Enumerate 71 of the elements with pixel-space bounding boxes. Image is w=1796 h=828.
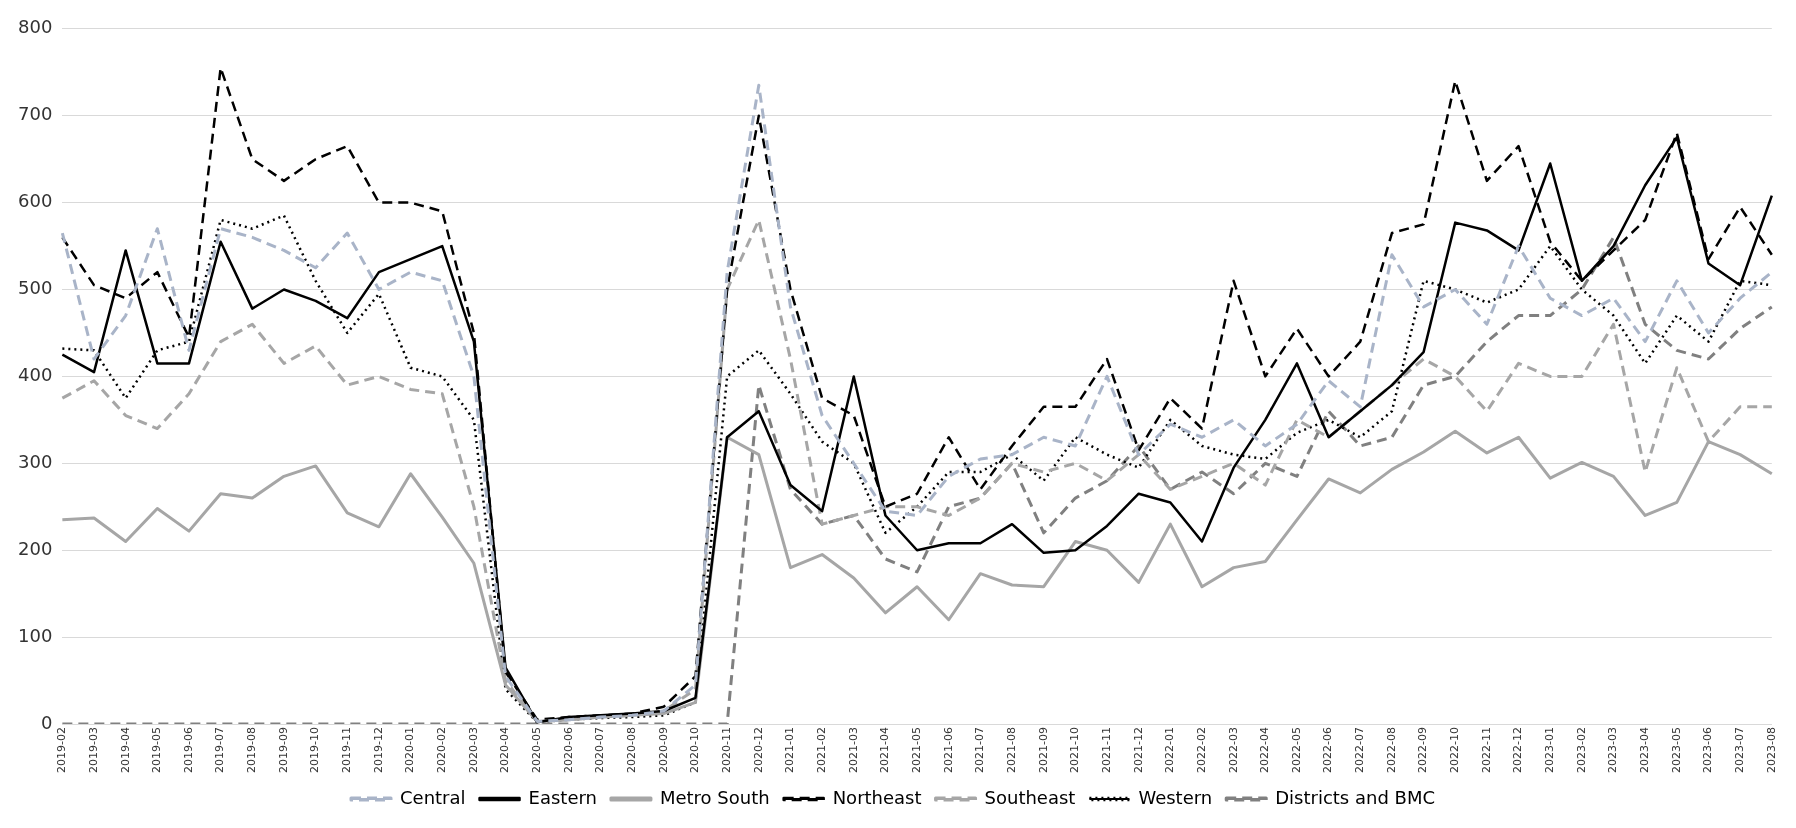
x-tick-label: 2021-02 — [814, 727, 828, 774]
x-tick-label: 2021-12 — [1131, 727, 1145, 774]
legend-label: Western — [1138, 786, 1213, 808]
x-tick-label: 2021-05 — [909, 727, 923, 774]
x-tick-label: 2019-05 — [150, 727, 164, 774]
x-tick-label: 2022-10 — [1448, 727, 1462, 774]
x-tick-label: 2022-08 — [1384, 727, 1398, 774]
x-tick-label: 2020-07 — [593, 727, 607, 774]
x-tick-label: 2023-08 — [1764, 727, 1778, 774]
x-tick-label: 2020-01 — [403, 727, 417, 774]
legend-label: Districts and BMC — [1275, 786, 1436, 808]
legend-label: Eastern — [528, 786, 597, 808]
x-tick-label: 2020-12 — [751, 727, 765, 774]
y-tick-label: 200 — [18, 537, 53, 559]
x-tick-label: 2020-06 — [561, 727, 575, 774]
y-tick-label: 100 — [18, 624, 53, 646]
x-tick-label: 2023-04 — [1638, 727, 1652, 774]
x-tick-label: 2020-03 — [466, 727, 480, 774]
x-tick-label: 2019-11 — [340, 727, 354, 774]
x-tick-label: 2022-03 — [1226, 727, 1240, 774]
x-tick-label: 2019-04 — [118, 727, 132, 774]
x-tick-label: 2020-10 — [688, 727, 702, 774]
x-tick-label: 2020-08 — [625, 727, 639, 774]
x-tick-label: 2021-09 — [1036, 727, 1050, 774]
x-tick-label: 2019-09 — [276, 727, 290, 774]
x-tick-label: 2022-01 — [1163, 727, 1177, 774]
legend-label: Metro South — [659, 786, 770, 808]
x-tick-label: 2022-06 — [1321, 727, 1335, 774]
x-tick-label: 2021-07 — [973, 727, 987, 774]
x-tick-label: 2021-04 — [878, 727, 892, 774]
x-tick-label: 2022-11 — [1479, 727, 1493, 774]
x-tick-label: 2021-11 — [1099, 727, 1113, 774]
x-tick-label: 2020-05 — [530, 727, 544, 774]
x-tick-label: 2020-02 — [435, 727, 449, 774]
y-tick-label: 700 — [18, 103, 53, 125]
x-tick-label: 2021-01 — [783, 727, 797, 774]
y-tick-label: 400 — [18, 364, 53, 386]
x-tick-label: 2023-05 — [1669, 727, 1683, 774]
x-tick-label: 2019-10 — [308, 727, 322, 774]
x-tick-label: 2021-03 — [846, 727, 860, 774]
x-tick-label: 2023-06 — [1701, 727, 1715, 774]
y-tick-label: 600 — [18, 190, 53, 212]
x-tick-label: 2022-07 — [1353, 727, 1367, 774]
x-tick-label: 2023-07 — [1733, 727, 1746, 774]
legend-label: Northeast — [832, 786, 922, 808]
x-tick-label: 2019-03 — [86, 727, 100, 774]
x-tick-label: 2022-05 — [1289, 727, 1303, 774]
x-tick-label: 2023-02 — [1574, 727, 1588, 774]
legend-label: Southeast — [984, 786, 1076, 808]
x-tick-label: 2021-06 — [941, 727, 955, 774]
x-tick-label: 2019-06 — [181, 727, 195, 774]
x-tick-label: 2019-02 — [55, 727, 69, 774]
x-tick-label: 2019-08 — [245, 727, 259, 774]
x-tick-label: 2022-09 — [1416, 727, 1430, 774]
x-tick-label: 2020-09 — [656, 727, 670, 774]
x-tick-label: 2022-02 — [1194, 727, 1208, 774]
x-tick-label: 2023-01 — [1543, 727, 1557, 774]
x-tick-label: 2022-12 — [1511, 727, 1525, 774]
x-tick-label: 2020-04 — [498, 727, 512, 774]
x-tick-label: 2020-11 — [720, 727, 733, 774]
x-tick-label: 2021-10 — [1068, 727, 1082, 774]
x-tick-label: 2019-12 — [371, 727, 385, 774]
x-tick-label: 2019-07 — [213, 727, 227, 774]
y-tick-label: 800 — [18, 16, 53, 38]
x-tick-label: 2023-03 — [1606, 727, 1620, 774]
y-tick-label: 0 — [40, 711, 53, 733]
y-tick-label: 300 — [18, 451, 53, 472]
y-tick-label: 500 — [18, 277, 53, 299]
x-tick-label: 2022-04 — [1258, 727, 1272, 774]
legend-label: Central — [400, 786, 466, 808]
x-tick-label: 2021-08 — [1004, 727, 1018, 774]
